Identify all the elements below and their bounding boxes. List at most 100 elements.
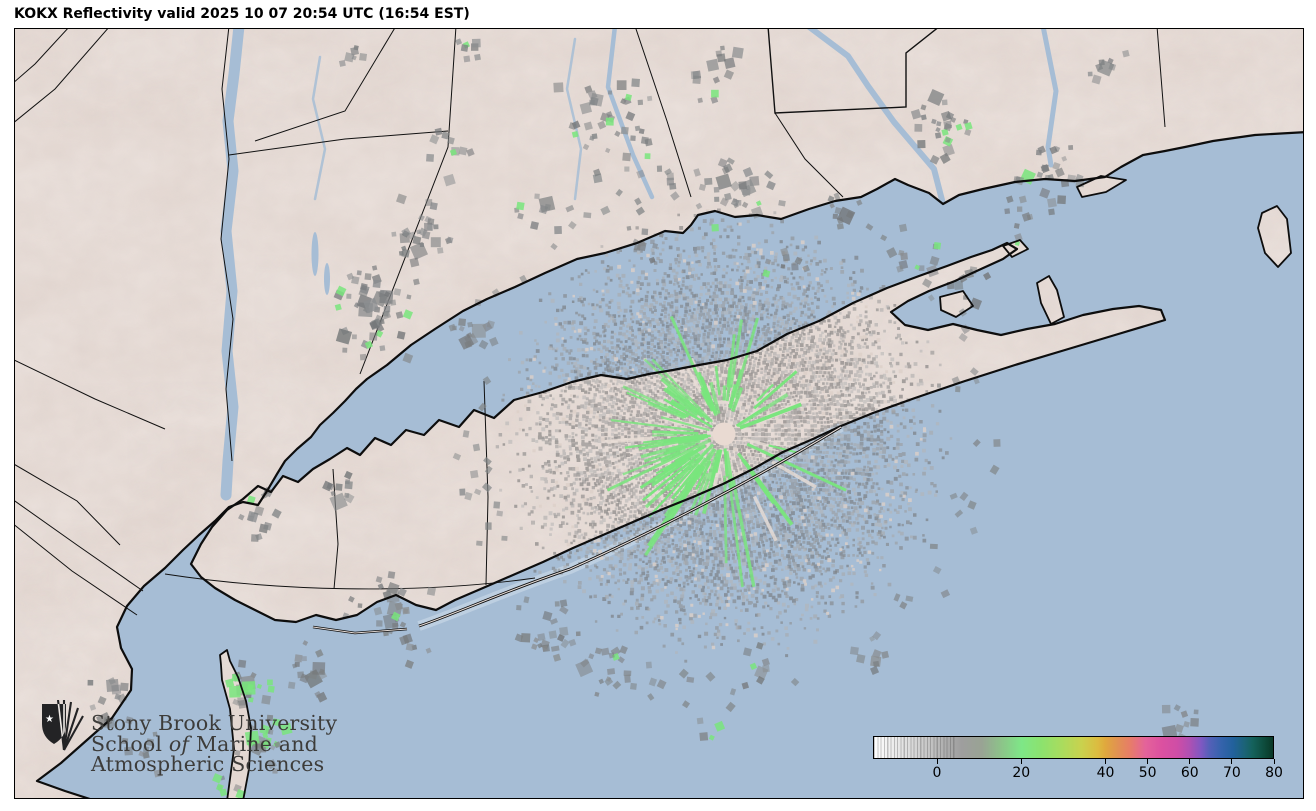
clutter-speckle — [697, 371, 713, 405]
clutter-speckle — [530, 221, 539, 230]
colorbar-tick — [1105, 759, 1106, 764]
clutter-speckle — [637, 99, 644, 106]
clutter-speckle — [705, 671, 716, 682]
clutter-speckle — [647, 693, 655, 701]
clutter-speckle — [648, 677, 658, 687]
clutter-speckle — [238, 699, 248, 709]
clutter-speckle — [244, 730, 260, 746]
clutter-speckle — [467, 321, 473, 328]
colorbar-stripes — [874, 737, 956, 758]
clutter-speckle — [920, 114, 927, 121]
clutter-speckle — [671, 433, 708, 442]
clutter-speckle — [493, 501, 501, 509]
clutter-speckle — [114, 693, 122, 701]
clutter-speckle — [426, 586, 436, 596]
clutter-speckle — [713, 186, 720, 193]
clutter-speckle — [330, 490, 336, 496]
clutter-speckle — [929, 255, 940, 266]
clutter-speckle — [630, 682, 637, 690]
clutter-speckle — [152, 731, 158, 737]
clutter-speckle — [922, 278, 933, 288]
clutter-speckle — [351, 275, 360, 285]
clutter-speckle — [267, 729, 274, 735]
clutter-speckle — [832, 213, 838, 220]
clutter-speckle — [364, 340, 374, 349]
clutter-speckle — [941, 128, 949, 136]
clutter-speckle — [663, 387, 699, 416]
clutter-speckle — [402, 309, 414, 320]
clutter-speckle — [712, 76, 720, 84]
clutter-speckle — [780, 247, 789, 257]
clutter-speckle — [606, 445, 698, 492]
clutter-speckle — [429, 134, 440, 145]
clutter-speckle — [622, 448, 686, 476]
clutter-speckle — [607, 90, 613, 95]
clutter-speckle — [516, 201, 525, 211]
clutter-speckle — [344, 480, 353, 490]
clutter-speckle — [944, 136, 951, 144]
colorbar-tick-label: 60 — [1180, 765, 1199, 781]
clutter-speckle — [881, 650, 890, 659]
clutter-speckle — [642, 453, 701, 502]
clutter-speckle — [441, 131, 450, 140]
colorbar-tick — [936, 759, 938, 764]
clutter-speckle — [993, 439, 1001, 447]
clutter-speckle — [344, 52, 355, 63]
clutter-speckle — [652, 430, 699, 435]
clutter-speckle — [594, 691, 600, 697]
clutter-speckle — [272, 718, 281, 726]
clutter-speckle — [397, 587, 407, 597]
clutter-speckle — [474, 488, 482, 496]
colorbar: 0 20 40 50 60 70 80 — [873, 736, 1283, 781]
clutter-speckle — [931, 118, 937, 125]
clutter-speckle — [927, 88, 945, 106]
clutter-speckle — [373, 606, 383, 616]
clutter-speckle — [958, 332, 968, 342]
clutter-speckle — [363, 297, 379, 314]
clutter-speckle — [780, 264, 786, 269]
clutter-speckle — [396, 330, 406, 340]
clutter-speckle — [723, 448, 729, 477]
clutter-speckle — [989, 464, 1000, 475]
clutter-speckle — [698, 183, 707, 191]
clutter-speckle — [742, 167, 754, 178]
clutter-speckle — [391, 611, 401, 622]
clutter-speckle — [542, 610, 553, 622]
clutter-speckle — [302, 640, 309, 646]
clutter-speckle — [437, 247, 444, 254]
clutter-speckle — [647, 401, 685, 420]
clutter-speckle — [125, 716, 134, 725]
clutter-speckle — [955, 386, 961, 393]
clutter-speckle — [943, 122, 953, 132]
clutter-speckle — [794, 256, 803, 265]
clutter-speckle — [1057, 195, 1067, 205]
clutter-speckle — [471, 38, 481, 48]
clutter-speckle — [568, 122, 577, 130]
clutter-speckle — [1180, 710, 1189, 718]
radar-site-marker — [712, 422, 736, 446]
clutter-speckle — [552, 653, 562, 662]
clutter-speckle — [294, 661, 300, 667]
clutter-speckle — [872, 631, 882, 641]
clutter-speckle — [550, 242, 558, 251]
clutter-speckle — [386, 600, 403, 618]
clutter-speckle — [533, 637, 540, 644]
clutter-speckle — [1161, 704, 1171, 714]
clutter-speckle — [829, 203, 835, 209]
clutter-speckle — [605, 117, 614, 126]
clutter-speckle — [399, 634, 410, 646]
clutter-speckle — [542, 645, 548, 652]
clutter-speckle — [344, 470, 353, 480]
clutter-speckle — [246, 683, 254, 691]
clutter-speckle — [215, 783, 224, 792]
colorbar-tick — [1231, 759, 1233, 764]
clutter-speckle — [880, 234, 888, 242]
colorbar-tick-label: 50 — [1138, 765, 1157, 781]
clutter-speckle — [478, 339, 489, 350]
clutter-speckle — [652, 243, 659, 249]
clutter-speckle — [717, 158, 728, 168]
clutter-speckle — [648, 456, 704, 518]
clutter-speckle — [622, 152, 631, 162]
clutter-speckle — [364, 273, 372, 281]
clutter-speckle — [940, 589, 951, 599]
